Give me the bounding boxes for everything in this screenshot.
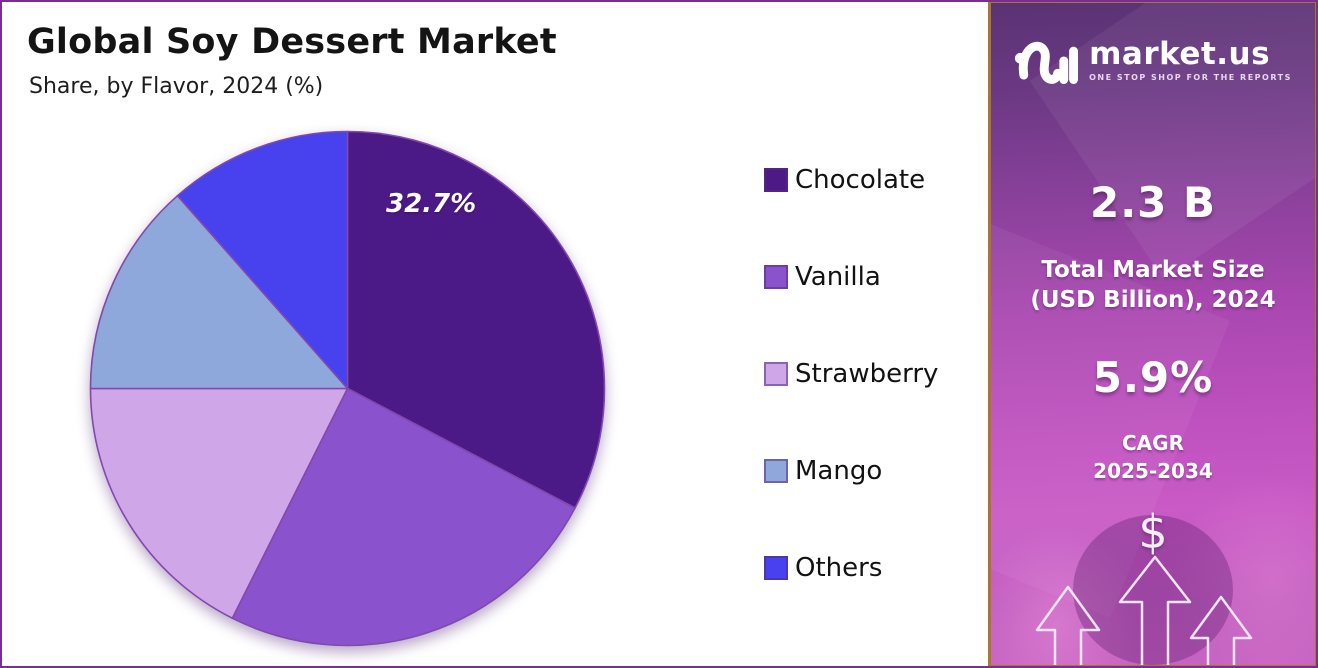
market-size-label-line2: (USD Billion), 2024 [1030,287,1276,313]
pie-slice-mango [89,194,349,390]
cagr-label: CAGR 2025-2034 [991,429,1315,485]
legend-label: Vanilla [795,262,881,292]
legend-swatch [764,265,788,289]
cagr-label-line1: CAGR [1122,431,1184,455]
cagr-value: 5.9% [1092,353,1214,402]
growth-arrows-icon [1035,555,1253,665]
pie-slice-others [176,130,349,390]
chart-area: Global Soy Dessert Market Share, by Flav… [27,22,939,649]
legend-swatch [764,168,788,192]
brand-sidebar: market.us ONE STOP SHOP FOR THE REPORTS … [988,0,1318,668]
legend-item-chocolate: Chocolate [764,165,938,195]
legend-item-others: Others [764,553,938,583]
brand-name: market.us [1089,36,1271,72]
legend-swatch [764,459,788,483]
brand-tagline: ONE STOP SHOP FOR THE REPORTS [1089,73,1292,82]
market-size-label: Total Market Size (USD Billion), 2024 [991,255,1315,315]
brand-text-block: market.us ONE STOP SHOP FOR THE REPORTS [1089,38,1292,82]
pie-slice-chocolate [346,130,606,509]
marketus-logo-icon [1015,41,1079,84]
legend-label: Strawberry [795,359,939,389]
market-size-label-line1: Total Market Size [1041,257,1265,283]
legend-swatch [764,556,788,580]
pie-slice-strawberry [89,387,349,619]
legend-label: Mango [795,456,883,486]
legend-swatch [764,362,788,386]
pie-slice-vanilla [231,387,576,647]
market-size-value: 2.3 B [1089,178,1217,227]
pie-chart-container [87,128,608,649]
cagr-label-line2: 2025-2034 [1093,459,1213,483]
legend-item-vanilla: Vanilla [764,262,938,292]
legend-label: Chocolate [795,165,926,195]
legend: Chocolate Vanilla Strawberry Mango Other… [764,165,939,583]
legend-item-mango: Mango [764,456,938,486]
brand-logo: market.us ONE STOP SHOP FOR THE REPORTS [991,31,1315,89]
legend-item-strawberry: Strawberry [764,359,939,389]
pie-slice-data-label: 32.7% [386,189,477,219]
legend-label: Others [795,553,883,583]
chart-title: Global Soy Dessert Market [27,22,557,62]
pie-chart [89,130,606,647]
dollar-icon: $ [1138,505,1168,559]
chart-subtitle: Share, by Flavor, 2024 (%) [29,74,324,99]
